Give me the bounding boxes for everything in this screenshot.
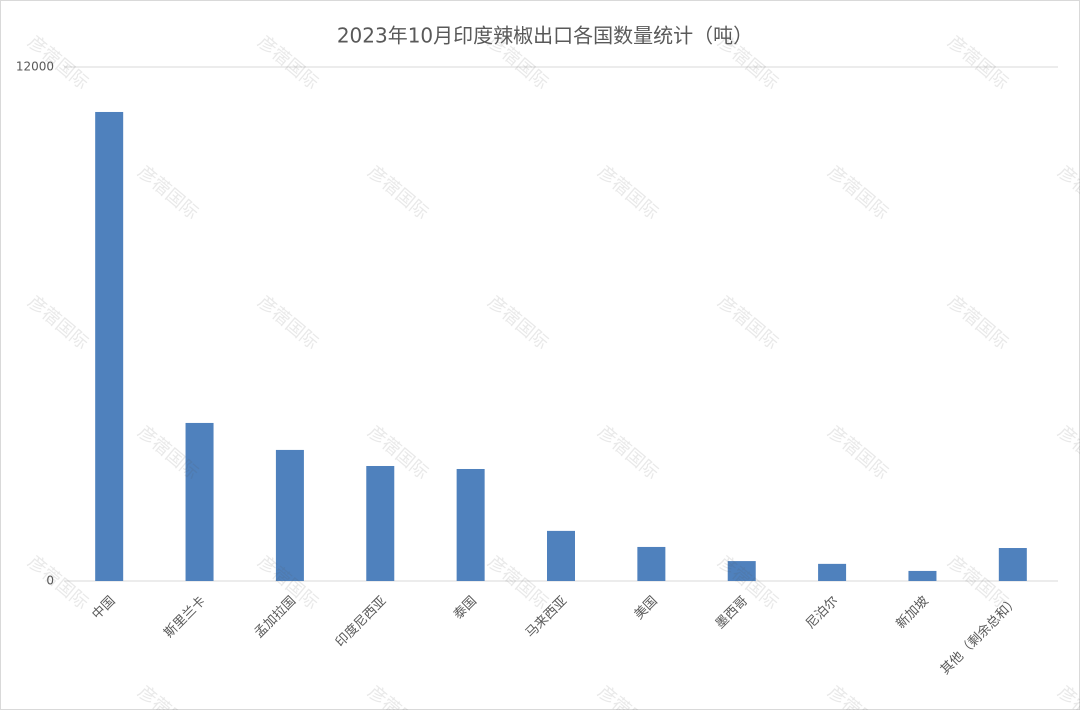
bar xyxy=(275,449,304,581)
bar xyxy=(727,561,756,581)
bar xyxy=(95,111,124,581)
y-tick-label: 0 xyxy=(46,574,54,588)
bar xyxy=(818,563,847,581)
bar xyxy=(998,548,1027,581)
bar xyxy=(547,530,575,581)
bar xyxy=(637,546,666,581)
bar xyxy=(456,468,485,581)
chart-title: 2023年10月印度辣椒出口各国数量统计（吨） xyxy=(337,24,753,48)
bar xyxy=(908,570,937,581)
bar xyxy=(185,422,214,581)
bar xyxy=(366,465,395,581)
y-tick-label: 12000 xyxy=(16,60,54,74)
